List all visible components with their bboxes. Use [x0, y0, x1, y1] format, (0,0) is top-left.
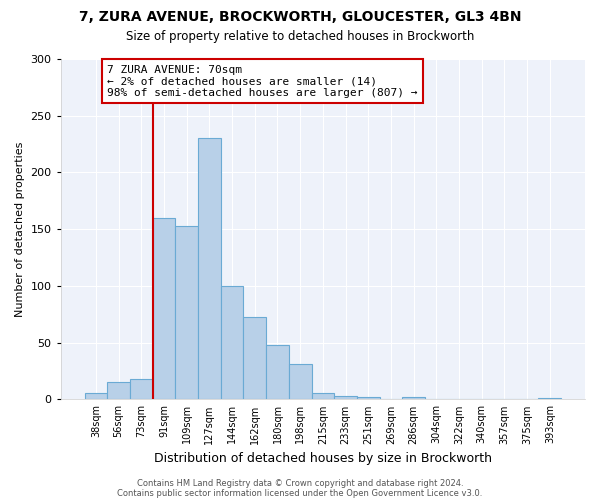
Bar [311, 392, 334, 400]
Y-axis label: Number of detached properties: Number of detached properties [15, 142, 25, 317]
Bar [402, 397, 425, 400]
Bar [221, 286, 244, 400]
Text: Contains HM Land Registry data © Crown copyright and database right 2024.: Contains HM Land Registry data © Crown c… [137, 478, 463, 488]
Bar [289, 364, 311, 400]
Bar [152, 218, 175, 400]
Bar [538, 398, 561, 400]
Bar [107, 382, 130, 400]
Bar [175, 226, 198, 400]
Bar [85, 392, 107, 400]
X-axis label: Distribution of detached houses by size in Brockworth: Distribution of detached houses by size … [154, 452, 492, 465]
Text: 7, ZURA AVENUE, BROCKWORTH, GLOUCESTER, GL3 4BN: 7, ZURA AVENUE, BROCKWORTH, GLOUCESTER, … [79, 10, 521, 24]
Bar [198, 138, 221, 400]
Text: Size of property relative to detached houses in Brockworth: Size of property relative to detached ho… [126, 30, 474, 43]
Bar [266, 345, 289, 400]
Bar [130, 379, 152, 400]
Text: Contains public sector information licensed under the Open Government Licence v3: Contains public sector information licen… [118, 488, 482, 498]
Bar [334, 396, 357, 400]
Bar [357, 397, 380, 400]
Bar [244, 316, 266, 400]
Text: 7 ZURA AVENUE: 70sqm
← 2% of detached houses are smaller (14)
98% of semi-detach: 7 ZURA AVENUE: 70sqm ← 2% of detached ho… [107, 64, 418, 98]
